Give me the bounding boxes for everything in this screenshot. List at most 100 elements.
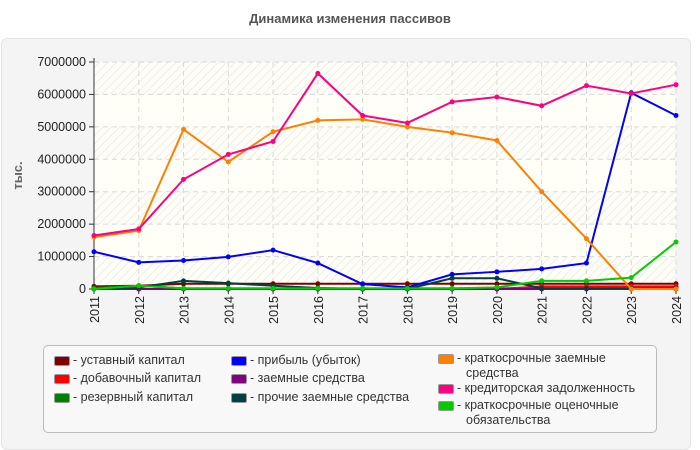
- data-point: [583, 278, 589, 284]
- y-tick-label: 0: [79, 282, 86, 296]
- legend-swatch: [231, 374, 247, 384]
- x-tick-label: 2018: [401, 296, 415, 324]
- x-tick-label: 2019: [446, 296, 460, 324]
- legend-swatch: [438, 354, 454, 364]
- data-point: [360, 281, 366, 287]
- data-point: [583, 285, 589, 291]
- data-point: [315, 260, 321, 266]
- data-point: [673, 82, 679, 88]
- data-point: [539, 189, 545, 195]
- data-point: [539, 266, 545, 272]
- data-point: [181, 176, 187, 182]
- y-tick-label: 5000000: [37, 120, 86, 134]
- data-point: [315, 70, 321, 76]
- data-point: [315, 285, 321, 291]
- data-point: [136, 259, 142, 265]
- series-line: [93, 71, 677, 237]
- data-point: [136, 226, 142, 232]
- data-point: [91, 286, 97, 292]
- plot-band: [94, 126, 676, 160]
- x-tick-label: 2012: [133, 296, 147, 324]
- data-point: [628, 275, 634, 281]
- data-point: [270, 138, 276, 144]
- data-point: [315, 117, 321, 123]
- x-tick-label: 2011: [88, 296, 102, 323]
- series-8: [91, 239, 679, 292]
- y-axis-label: тыс.: [10, 161, 25, 189]
- x-tick-label: 2023: [625, 296, 639, 324]
- data-point: [181, 278, 187, 284]
- legend-swatch: [54, 393, 70, 403]
- data-point: [181, 285, 187, 291]
- data-point: [673, 239, 679, 245]
- data-point: [270, 247, 276, 253]
- data-point: [628, 90, 634, 96]
- data-point: [225, 280, 231, 286]
- data-point: [404, 285, 410, 291]
- data-point: [360, 113, 366, 119]
- data-point: [404, 120, 410, 126]
- data-point: [583, 260, 589, 266]
- legend-label: - заемные средства: [250, 371, 365, 385]
- legend-swatch: [54, 356, 70, 366]
- legend-label: - добавочный капитал: [73, 371, 202, 385]
- chart-title: Динамика изменения пассивов: [249, 11, 451, 26]
- legend-swatch: [438, 401, 454, 411]
- legend-swatch: [54, 374, 70, 384]
- x-tick-label: 2024: [670, 296, 684, 324]
- data-point: [449, 99, 455, 105]
- data-point: [404, 124, 410, 130]
- data-point: [360, 116, 366, 122]
- data-point: [583, 236, 589, 242]
- data-point: [539, 278, 545, 284]
- data-point: [360, 285, 366, 291]
- data-point: [494, 269, 500, 275]
- legend-swatch: [231, 356, 247, 366]
- series-line: [93, 118, 676, 290]
- data-point: [494, 275, 500, 281]
- series-line: [93, 282, 676, 288]
- data-point: [673, 113, 679, 119]
- data-point: [315, 281, 321, 287]
- legend-label: - прочие заемные средства: [250, 390, 410, 404]
- series-line: [93, 91, 677, 289]
- data-point: [539, 103, 545, 109]
- legend-swatch: [438, 384, 454, 394]
- data-point: [225, 151, 231, 157]
- data-point: [270, 285, 276, 291]
- data-point: [136, 283, 142, 289]
- data-point: [494, 281, 500, 287]
- data-point: [270, 129, 276, 135]
- data-point: [449, 281, 455, 287]
- y-tick-label: 7000000: [37, 55, 86, 69]
- legend-swatch: [231, 393, 247, 403]
- data-point: [583, 83, 589, 89]
- data-point: [449, 271, 455, 277]
- data-point: [673, 286, 679, 292]
- legend-label: - прибыль (убыток): [250, 353, 361, 367]
- data-point: [449, 275, 455, 281]
- legend-label: - краткосрочные оценочные обязательства: [457, 398, 619, 427]
- x-tick-label: 2022: [580, 296, 594, 324]
- data-point: [494, 94, 500, 100]
- data-point: [628, 286, 634, 292]
- data-point: [494, 137, 500, 143]
- y-tick-label: 1000000: [37, 250, 86, 264]
- data-point: [449, 130, 455, 136]
- data-point: [494, 284, 500, 290]
- legend-label: - резервный капитал: [73, 390, 194, 404]
- chart-legend: - уставный капитал - добавочный капитал - …: [43, 345, 657, 433]
- y-tick-label: 6000000: [37, 87, 86, 101]
- legend-label: - уставный капитал: [73, 353, 185, 367]
- data-point: [225, 254, 231, 260]
- series-7: [91, 70, 679, 238]
- plot-band: [94, 62, 676, 95]
- data-point: [181, 257, 187, 263]
- x-tick-label: 2014: [222, 296, 236, 324]
- plot-band: [94, 191, 676, 225]
- x-tick-label: 2020: [491, 296, 505, 324]
- x-tick-label: 2017: [357, 296, 371, 324]
- x-tick-label: 2021: [536, 296, 550, 324]
- y-tick-label: 4000000: [37, 152, 86, 166]
